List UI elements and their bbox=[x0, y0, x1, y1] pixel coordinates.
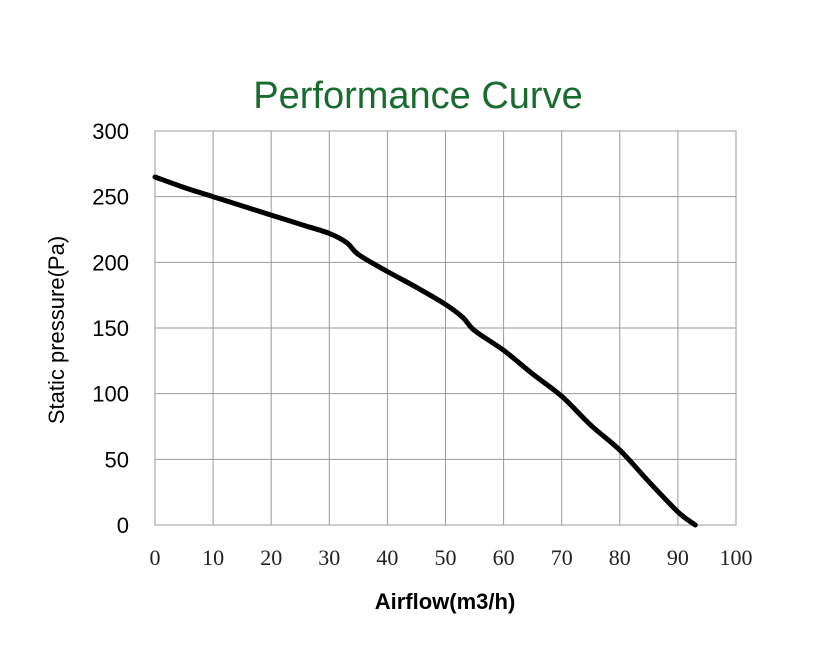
y-tick-label: 250 bbox=[92, 185, 129, 210]
x-tick-label: 0 bbox=[150, 545, 161, 570]
x-axis-ticks: 0 10 20 30 40 50 60 70 80 90 100 bbox=[150, 545, 753, 570]
x-tick-label: 40 bbox=[376, 545, 398, 570]
x-tick-label: 90 bbox=[667, 545, 689, 570]
x-axis-label: Airflow(m3/h) bbox=[375, 589, 516, 614]
x-tick-label: 50 bbox=[435, 545, 457, 570]
y-tick-label: 50 bbox=[105, 447, 129, 472]
performance-curve-line bbox=[152, 174, 698, 528]
chart-grid bbox=[154, 130, 737, 526]
y-axis-label: Static pressure(Pa) bbox=[44, 236, 69, 424]
x-tick-label: 20 bbox=[260, 545, 282, 570]
y-tick-label: 100 bbox=[92, 382, 129, 407]
y-tick-label: 300 bbox=[92, 119, 129, 144]
x-tick-label: 70 bbox=[551, 545, 573, 570]
x-tick-label: 30 bbox=[318, 545, 340, 570]
x-tick-label: 80 bbox=[609, 545, 631, 570]
y-tick-label: 150 bbox=[92, 316, 129, 341]
y-tick-label: 200 bbox=[92, 250, 129, 275]
y-axis-ticks: 0 50 100 150 200 250 300 bbox=[92, 119, 129, 538]
x-tick-label: 60 bbox=[493, 545, 515, 570]
x-tick-label: 100 bbox=[720, 545, 753, 570]
chart-title: Performance Curve bbox=[253, 75, 582, 117]
y-tick-label: 0 bbox=[117, 513, 129, 538]
plot-area-frame bbox=[154, 130, 737, 526]
x-tick-label: 10 bbox=[202, 545, 224, 570]
